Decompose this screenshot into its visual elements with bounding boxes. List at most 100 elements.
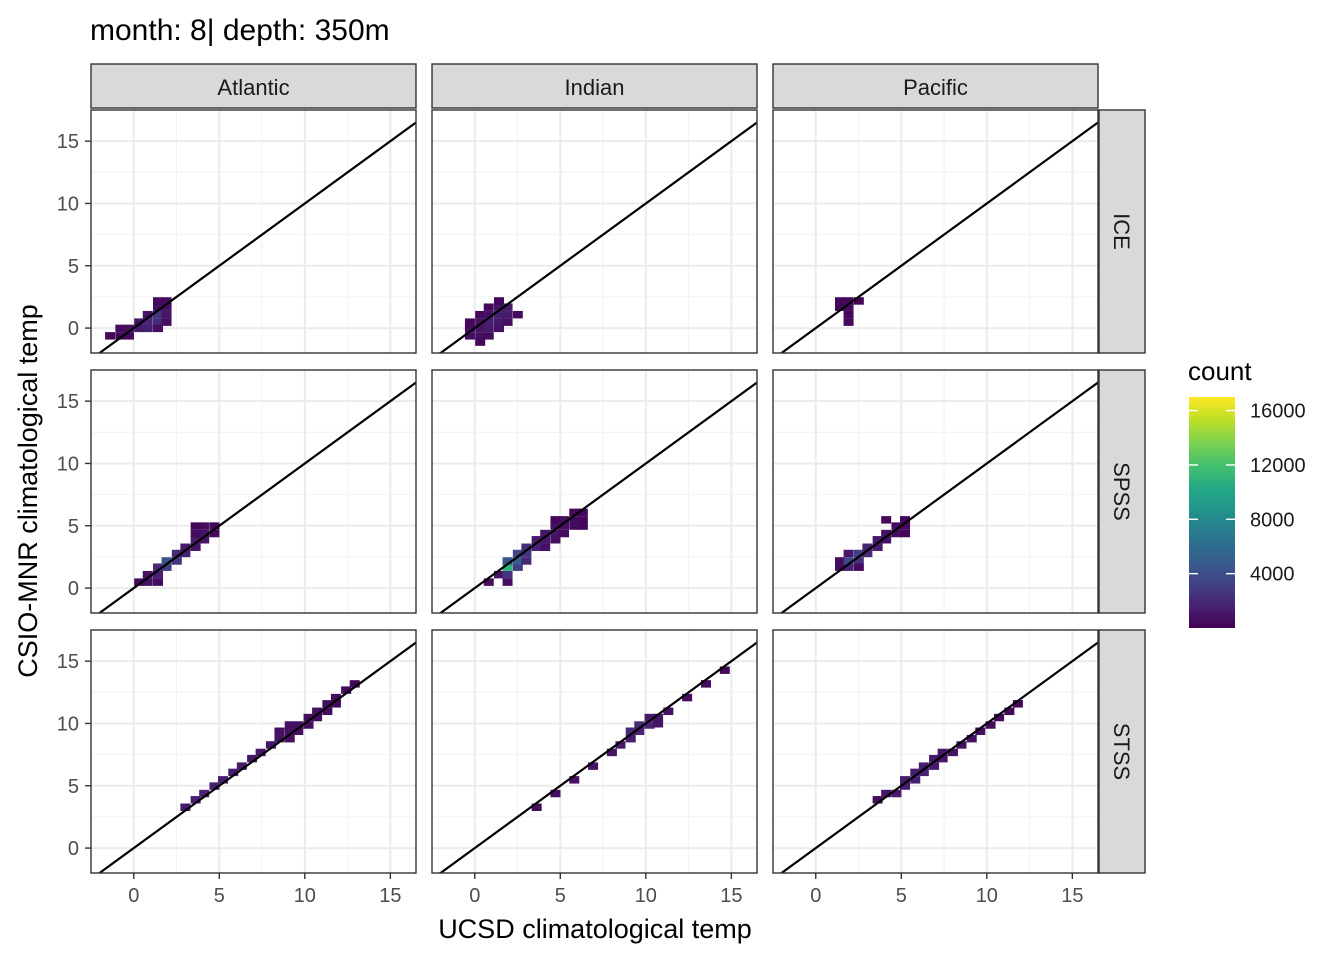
heatmap-cell xyxy=(247,754,258,763)
facet-strip-label: Atlantic xyxy=(217,75,289,100)
heatmap-cell xyxy=(218,776,229,784)
chart-title: month: 8| depth: 350m xyxy=(90,14,390,47)
heatmap-cell xyxy=(531,803,542,811)
facet-strip-label: ICE xyxy=(1109,213,1134,250)
heatmap-cell xyxy=(929,754,940,763)
heatmap-cell xyxy=(161,563,172,571)
heatmap-cell xyxy=(134,578,145,586)
y-tick-label: 10 xyxy=(57,193,79,215)
heatmap-cell xyxy=(303,721,314,729)
axes-layer: 0 5 10 15 0 5 10 15 0 5 10 15 0 5 10 15 0 5 10 15 0 5 10 15 xyxy=(57,131,1084,907)
heatmap-cell xyxy=(180,803,191,811)
heatmap-cell xyxy=(843,549,854,558)
panel-border xyxy=(772,369,1099,614)
heatmap-cell xyxy=(142,570,153,579)
y-tick-label: 10 xyxy=(57,713,79,735)
heatmap-cell xyxy=(180,543,191,551)
heatmap-cell xyxy=(475,338,486,346)
heatmap-cell xyxy=(843,563,854,571)
heatmap-cell xyxy=(985,721,996,729)
heatmap-cell xyxy=(540,543,551,551)
heatmap-cell xyxy=(199,529,210,538)
heatmap-cell xyxy=(475,318,486,326)
heatmap-cell xyxy=(577,522,588,530)
heatmap-cell xyxy=(502,303,513,311)
heatmap-cell xyxy=(483,332,494,340)
panel-background xyxy=(773,110,1098,353)
heatmap-cell xyxy=(494,310,505,319)
heatmap-cell xyxy=(312,707,323,716)
panel-indian-ice xyxy=(431,109,758,354)
panels-layer: Atlantic Indian Pacific ICE SPSS STSS xyxy=(90,63,1146,874)
facet-strip-stss xyxy=(1098,629,1146,874)
panel-atlantic-ice xyxy=(90,109,417,354)
heatmap-cell xyxy=(483,303,494,311)
panel-background xyxy=(91,630,416,873)
heatmap-cell xyxy=(483,324,494,333)
heatmap-cell xyxy=(900,529,911,538)
heatmap-cell xyxy=(512,557,523,565)
heatmap-cell xyxy=(303,713,314,722)
heatmap-cell xyxy=(625,734,636,743)
panel-indian-stss xyxy=(431,629,758,874)
heatmap-cell xyxy=(881,516,892,524)
heatmap-cell xyxy=(502,578,513,586)
y-tick-label: 5 xyxy=(68,256,79,278)
panel-border xyxy=(431,629,758,874)
heatmap-cell xyxy=(494,303,505,311)
heatmap-cell xyxy=(190,536,201,544)
heatmap-cell xyxy=(569,508,580,517)
panel-border xyxy=(772,109,1099,354)
panel-atlantic-stss xyxy=(90,629,417,874)
heatmap-cell xyxy=(900,776,911,784)
reference-line xyxy=(779,381,1098,613)
heatmap-cell xyxy=(502,310,513,319)
heatmap-cell xyxy=(502,563,513,571)
facet-strip-ice xyxy=(1098,109,1146,354)
heatmap-cell xyxy=(312,713,323,722)
heatmap-cell xyxy=(653,713,664,722)
reference-line xyxy=(779,121,1098,353)
heatmap-cell xyxy=(199,789,210,798)
heatmap-cell xyxy=(947,748,958,757)
heatmap-cell xyxy=(190,543,201,551)
heatmap-cell xyxy=(835,303,846,311)
x-tick-label: 15 xyxy=(720,885,742,907)
facet-strip-label: Indian xyxy=(565,75,625,100)
heatmap-cell xyxy=(853,563,864,571)
heatmap-cell xyxy=(341,686,352,694)
heatmap-cell xyxy=(284,721,295,729)
panel-pacific-stss xyxy=(772,629,1099,874)
heatmap-cell xyxy=(853,549,864,558)
panel-background xyxy=(432,630,757,873)
heatmap-cell xyxy=(236,762,247,770)
heatmap-cell xyxy=(153,303,164,311)
legend-tick-label: 4000 xyxy=(1250,564,1295,586)
heatmap-cell xyxy=(512,310,523,319)
heatmap-cell xyxy=(330,700,341,708)
panel-border xyxy=(431,109,758,354)
panel-border xyxy=(90,629,417,874)
heatmap-cell xyxy=(966,734,977,743)
panel-background xyxy=(91,110,416,353)
x-tick-label: 0 xyxy=(469,885,480,907)
heatmap-cell xyxy=(161,310,172,319)
heatmap-cell xyxy=(550,516,561,524)
panel-border xyxy=(772,629,1099,874)
heatmap-cell xyxy=(891,522,902,530)
heatmap-cell xyxy=(199,536,210,544)
heatmap-cell xyxy=(559,529,570,538)
heatmap-cell xyxy=(115,332,126,340)
heatmap-cell xyxy=(161,297,172,305)
heatmap-cell xyxy=(531,543,542,551)
heatmap-cell xyxy=(521,543,532,551)
x-tick-label: 10 xyxy=(635,885,657,907)
heatmap-cell xyxy=(284,734,295,743)
heatmap-cell xyxy=(293,721,304,729)
y-tick-label: 15 xyxy=(57,391,79,413)
y-tick-label: 5 xyxy=(68,776,79,798)
panel-pacific-ice xyxy=(772,109,1099,354)
heatmap-cell xyxy=(209,522,220,530)
heatmap-cell xyxy=(483,310,494,319)
